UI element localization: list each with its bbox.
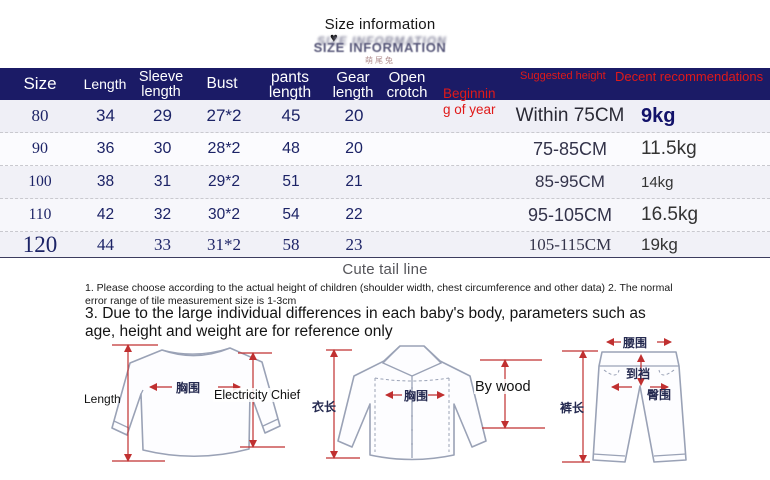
- cell-suggested-height: 75-85CM: [532, 138, 608, 159]
- cell-bust: 27*2: [206, 106, 242, 125]
- cell-size: 100: [28, 173, 52, 190]
- shirt-sleeve-label: By wood: [475, 379, 531, 395]
- cell-sleeve: 32: [153, 206, 172, 223]
- cell-sleeve: 31: [153, 173, 172, 190]
- pants-length-label: 裤长: [560, 400, 585, 415]
- column-header-suggested-height: Suggested height: [520, 70, 606, 82]
- sweater-sleeve-label: Electricity Chief: [214, 388, 301, 402]
- cell-bust: 28*2: [207, 140, 241, 157]
- cell-sleeve: 30: [153, 140, 172, 157]
- cell-bust: 29*2: [208, 173, 240, 190]
- cell-pants: 45: [281, 106, 301, 125]
- pants-waist-label: 腰围: [622, 335, 647, 350]
- pants-crotch-label: 到裆: [626, 366, 650, 381]
- table-header-row: Size Length Sleeve length Bust pants len…: [0, 68, 770, 100]
- note-text-small: 1. Please choose according to the actual…: [85, 282, 673, 307]
- table-row: 110 42 32 30*2 54 22 95-105CM 16.5kg: [0, 199, 770, 232]
- cell-suggested-height: Within 75CM: [515, 105, 625, 126]
- cell-weight: 19kg: [641, 234, 678, 254]
- column-header-decent-recommendations: Decent recommendations: [615, 69, 764, 84]
- column-header-length: Length: [83, 76, 127, 92]
- cell-weight: 14kg: [641, 173, 674, 191]
- cell-gear: 22: [345, 206, 363, 223]
- table-row: 100 38 31 29*2 51 21 85-95CM 14kg: [0, 166, 770, 199]
- cell-size: 120: [22, 231, 58, 257]
- note-text-large: 3. Due to the large individual differenc…: [85, 305, 646, 340]
- cell-suggested-height: 105-115CM: [528, 234, 612, 254]
- column-header-size: Size: [23, 74, 57, 93]
- pants-diagram: 腰围 到裆 臀围 裤长: [560, 335, 687, 463]
- cell-pants: 54: [282, 206, 300, 223]
- watermark-chinese-text: 萌尾兔: [365, 56, 395, 65]
- pants-hip-label: 臀围: [647, 387, 671, 402]
- cell-length: 38: [96, 173, 115, 190]
- cell-bust: 31*2: [207, 234, 241, 254]
- shirt-length-label: 衣长: [312, 399, 337, 414]
- cell-pants: 51: [282, 173, 300, 190]
- table-bottom-divider: [0, 257, 770, 258]
- cell-gear: 20: [344, 106, 364, 125]
- table-row: 90 36 30 28*2 48 20 75-85CM 11.5kg: [0, 133, 770, 166]
- cell-length: 36: [96, 140, 115, 157]
- column-header-beginning-of-year: Beginning of year: [443, 86, 496, 117]
- cell-pants: 48: [282, 140, 300, 157]
- cell-size: 80: [31, 106, 49, 125]
- column-header-gear-length: Gear length: [332, 69, 374, 101]
- sweater-length-label: Length: [84, 392, 121, 406]
- shirt-diagram: 衣长 胸围 By wood: [312, 345, 545, 461]
- page-title: Size information: [324, 16, 436, 33]
- caption-cute-tail-line: Cute tail line: [342, 261, 428, 278]
- sweater-chest-label: 胸围: [176, 380, 200, 395]
- cell-gear: 21: [345, 173, 363, 190]
- cell-weight: 11.5kg: [641, 138, 697, 159]
- cell-pants: 58: [282, 234, 300, 254]
- cell-weight: 16.5kg: [641, 204, 699, 225]
- sweater-diagram: Length 胸围 Electricity Chief: [84, 344, 301, 462]
- column-header-pants-length: pants length: [268, 69, 312, 101]
- heart-icon: ♥: [330, 30, 338, 45]
- watermark: SIZE INFORMATION SIZE INFORMATION: [290, 34, 470, 55]
- measurement-diagrams: Length 胸围 Electricity Chief 衣长 胸围 By woo…: [84, 335, 687, 463]
- cell-suggested-height: 95-105CM: [527, 204, 613, 225]
- cell-length: 42: [96, 206, 115, 223]
- cell-sleeve: 29: [153, 106, 172, 125]
- cell-size: 90: [32, 140, 48, 157]
- cell-length: 34: [96, 106, 115, 125]
- table-row: 120 44 33 31*2 58 23 105-115CM 19kg: [0, 232, 770, 257]
- shirt-chest-label: 胸围: [404, 388, 428, 403]
- column-header-bust: Bust: [206, 75, 238, 92]
- cell-suggested-height: 85-95CM: [535, 172, 605, 191]
- column-header-open-crotch: Open crotch: [386, 69, 428, 101]
- cell-gear: 20: [345, 140, 363, 157]
- cell-bust: 30*2: [208, 206, 240, 223]
- cell-gear: 23: [345, 234, 363, 254]
- table-row: 80 34 29 27*2 45 20 Within 75CM 9kg: [0, 100, 770, 133]
- watermark-text: SIZE INFORMATION: [313, 40, 447, 55]
- cell-sleeve: 33: [154, 234, 171, 254]
- cell-weight: 9kg: [641, 104, 676, 127]
- column-header-sleeve-length: Sleeve length: [138, 69, 184, 100]
- cell-size: 110: [28, 206, 52, 223]
- cell-length: 44: [97, 234, 114, 254]
